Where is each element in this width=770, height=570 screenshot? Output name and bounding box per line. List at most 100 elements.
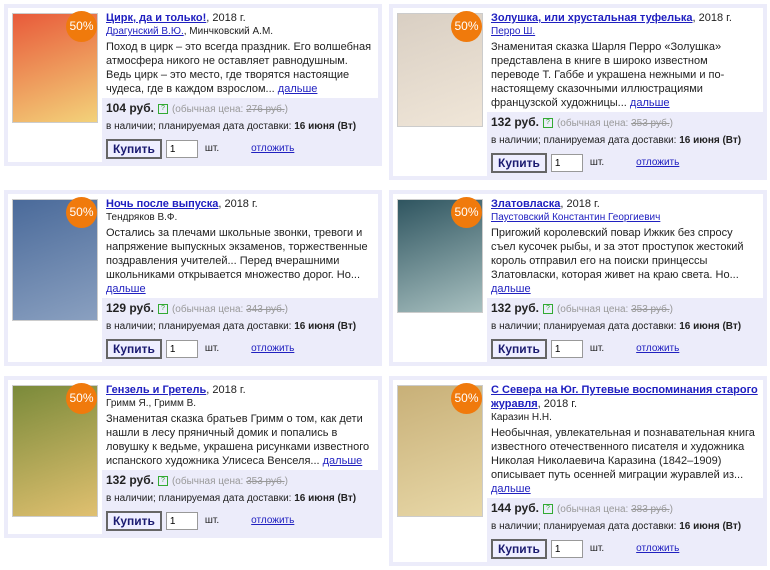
help-icon[interactable]: ? [157,304,168,315]
buy-row: Купить шт. отложить [106,139,374,159]
purchase-panel: 104 руб.? (обычная цена: 276 руб.) в нали… [102,98,378,162]
price: 104 руб. [106,101,154,115]
description-text: Поход в цирк – это всегда праздник. Его … [106,41,372,95]
product-card: 50% Гензель и Гретель, 2018 г. Гримм Я.,… [4,376,382,538]
quantity-input[interactable] [550,540,583,558]
price: 144 руб. [491,501,539,515]
purchase-panel: 132 руб.? (обычная цена: 353 руб.) в нали… [487,112,763,176]
buy-row: Купить шт. отложить [491,153,759,173]
price-value: 144 [491,501,512,515]
delivery-label: ; планируемая дата доставки: [152,493,292,504]
more-link[interactable]: дальше [491,283,531,295]
more-link[interactable]: дальше [277,83,318,95]
old-price-label: (обычная цена: [171,476,244,487]
book-authors: Гримм Я., Гримм В. [106,397,374,410]
price: 132 руб. [491,115,539,129]
help-icon[interactable]: ? [542,504,553,515]
defer-link[interactable]: отложить [636,543,680,554]
price-value: 132 [491,301,512,315]
price-currency: руб. [514,115,539,129]
defer-link[interactable]: отложить [636,343,680,354]
author-link[interactable]: Перро Ш. [491,26,536,37]
defer-link[interactable]: отложить [251,515,295,526]
buy-row: Купить шт. отложить [491,539,759,559]
unit-label: шт. [204,143,220,154]
book-title-link[interactable]: С Севера на Юг. Путевые воспоминания ста… [491,384,758,410]
book-title-link[interactable]: Гензель и Гретель [106,384,207,396]
book-year: , 2018 г. [537,398,578,410]
buy-button[interactable]: Купить [106,511,162,531]
more-link[interactable]: дальше [629,97,670,109]
book-year: , 2018 г. [560,198,600,210]
more-link[interactable]: дальше [106,283,146,295]
purchase-panel: 132 руб.? (обычная цена: 353 руб.) в нали… [102,470,378,534]
product-card: 50% Золушка, или хрустальная туфелька, 2… [389,4,767,180]
old-price-close: ) [669,118,673,129]
old-price-value: 383 руб. [631,504,670,515]
author-link[interactable]: Паустовский Константин Георгиевич [491,212,661,223]
description-text: Пригожий королевский повар Ижкик без спр… [491,227,744,281]
old-price-label: (обычная цена: [556,504,629,515]
book-title-link[interactable]: Золушка, или хрустальная туфелька [491,12,693,24]
book-title-link[interactable]: Ночь после выпуска [106,198,219,210]
product-card: 50% Златовласка, 2018 г. Паустовский Кон… [389,190,767,366]
quantity-input[interactable] [165,140,198,158]
more-link[interactable]: дальше [322,455,363,467]
help-icon[interactable]: ? [542,118,553,129]
old-price-value: 353 руб. [631,118,670,129]
delivery-label: ; планируемая дата доставки: [537,521,677,532]
quantity-input[interactable] [165,512,198,530]
defer-link[interactable]: отложить [251,143,295,154]
availability: в наличии; планируемая дата доставки: 16… [491,134,759,148]
book-year: , 2018 г. [206,384,246,396]
book-authors: Драгунский В.Ю., Минчковский А.М. [106,25,374,38]
description-text: Знаменитая сказка Шарля Перро «Золушка» … [491,41,725,109]
description-text: Необычная, увлекательная и познавательна… [491,427,755,481]
buy-button[interactable]: Купить [491,339,547,359]
book-year: , 2018 г. [218,198,258,210]
product-info: Златовласка, 2018 г. Паустовский Констан… [487,194,763,362]
old-price-value: 276 руб. [246,104,285,115]
buy-row: Купить шт. отложить [491,339,759,359]
quantity-input[interactable] [165,340,198,358]
price-currency: руб. [514,301,539,315]
help-icon[interactable]: ? [542,304,553,315]
help-icon[interactable]: ? [157,104,168,115]
delivery-date: 16 июня (Вт) [679,321,742,332]
price-value: 129 [106,301,127,315]
defer-link[interactable]: отложить [636,157,680,168]
price-currency: руб. [129,473,154,487]
purchase-panel: 132 руб.? (обычная цена: 353 руб.) в нали… [487,298,763,362]
discount-badge: 50% [451,11,482,42]
buy-button[interactable]: Купить [491,539,547,559]
product-summary: Золушка, или хрустальная туфелька, 2018 … [487,8,763,112]
book-description: Знаменитая сказка Шарля Перро «Золушка» … [491,40,759,110]
book-title-link[interactable]: Цирк, да и только! [106,12,207,24]
old-price-close: ) [669,504,673,515]
unit-label: шт. [204,515,220,526]
price-currency: руб. [514,501,539,515]
delivery-label: ; планируемая дата доставки: [152,121,292,132]
product-info: Золушка, или хрустальная туфелька, 2018 … [487,8,763,176]
product-card: 50% Цирк, да и только!, 2018 г. Драгунск… [4,4,382,166]
price-value: 132 [106,473,127,487]
discount-badge: 50% [66,383,97,414]
author-text: , Минчковский А.М. [183,26,274,37]
buy-button[interactable]: Купить [491,153,547,173]
product-summary: Гензель и Гретель, 2018 г. Гримм Я., Гри… [102,380,378,470]
quantity-input[interactable] [550,340,583,358]
book-description: Знаменитая сказка братьев Гримм о том, к… [106,412,374,468]
more-link[interactable]: дальше [491,483,531,495]
book-title-link[interactable]: Златовласка [491,198,561,210]
author-link[interactable]: Драгунский В.Ю. [106,26,184,37]
unit-label: шт. [204,343,220,354]
price: 129 руб. [106,301,154,315]
quantity-input[interactable] [550,154,583,172]
buy-button[interactable]: Купить [106,339,162,359]
availability: в наличии; планируемая дата доставки: 16… [106,320,374,334]
defer-link[interactable]: отложить [251,343,295,354]
buy-button[interactable]: Купить [106,139,162,159]
delivery-date: 16 июня (Вт) [679,135,742,146]
delivery-date: 16 июня (Вт) [294,321,357,332]
help-icon[interactable]: ? [157,476,168,487]
